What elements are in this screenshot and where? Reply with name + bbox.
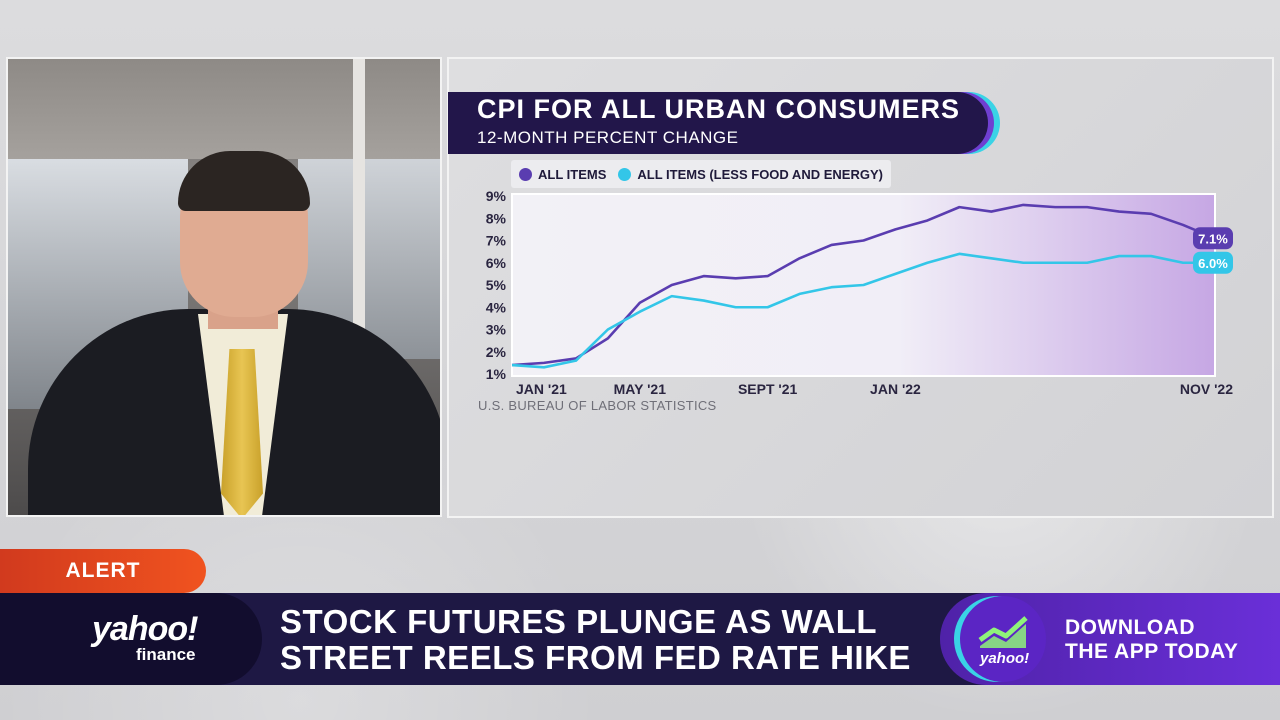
- anchor-tie: [221, 349, 263, 515]
- x-tick-label: NOV '22: [1180, 381, 1233, 397]
- y-tick-label: 7%: [486, 233, 507, 249]
- anchor-hair: [178, 151, 310, 211]
- legend-dot-all-items: [519, 167, 532, 181]
- chart-trend-icon: [978, 616, 1028, 648]
- chart-title-box: [448, 92, 988, 154]
- series-line-1: [511, 252, 1215, 369]
- y-tick-label: 2%: [486, 344, 507, 360]
- anchor-video-feed: [6, 57, 442, 517]
- yahoo-logo: yahoo!: [92, 610, 198, 648]
- legend-dot-core: [618, 167, 632, 181]
- x-tick-label: JAN '21: [516, 381, 567, 397]
- finance-logo-text: finance: [136, 645, 196, 664]
- end-label-1: 6.0%: [1198, 256, 1228, 271]
- legend-label-all-items: ALL ITEMS: [538, 166, 607, 182]
- studio-ceiling: [8, 59, 440, 159]
- cpi-line-chart: 9% 8% 7% 6% 5% 4% 3% 2% 1% JAN '21 MAY '21 SEPT '21…: [486, 190, 1233, 397]
- alert-badge: ALERT: [0, 549, 206, 593]
- app-promo-line-2: THE APP TODAY: [1065, 640, 1239, 663]
- y-tick-label: 1%: [486, 366, 507, 382]
- x-tick-label: MAY '21: [614, 381, 667, 397]
- series-line-0: [511, 203, 1216, 367]
- end-label-badge-0: [1193, 227, 1233, 250]
- y-tick-label: 8%: [486, 210, 507, 226]
- chart-title: CPI FOR ALL URBAN CONSUMERS: [477, 94, 961, 124]
- yahoo-finance-logo-box: [0, 593, 262, 685]
- y-tick-label: 9%: [486, 190, 507, 204]
- legend-item-core: ALL ITEMS (LESS FOOD AND ENERGY): [618, 167, 883, 182]
- y-tick-label: 6%: [486, 255, 507, 271]
- y-tick-label: 5%: [486, 277, 507, 293]
- y-tick-label: 4%: [486, 299, 507, 315]
- x-tick-label: JAN '22: [870, 381, 921, 397]
- chart-legend: ALL ITEMS ALL ITEMS (LESS FOOD AND ENERG…: [511, 160, 891, 188]
- end-label-badge-1: [1193, 251, 1233, 274]
- headline: STOCK FUTURES PLUNGE AS WALL STREET REEL…: [280, 604, 920, 676]
- app-promo-text[interactable]: DOWNLOAD THE APP TODAY: [1065, 616, 1238, 664]
- y-tick-label: 3%: [486, 322, 507, 338]
- app-icon-label: yahoo!: [980, 650, 1030, 667]
- chart-source: U.S. BUREAU OF LABOR STATISTICS: [478, 398, 717, 413]
- end-label-0: 7.1%: [1198, 231, 1228, 246]
- headline-line-1: STOCK FUTURES PLUNGE AS WALL: [280, 603, 878, 640]
- app-promo-line-1: DOWNLOAD: [1065, 616, 1195, 639]
- legend-item-all-items: ALL ITEMS: [519, 167, 606, 182]
- app-icon[interactable]: [960, 596, 1046, 682]
- studio-pillar: [353, 59, 365, 359]
- chart-subtitle: 12-MONTH PERCENT CHANGE: [477, 128, 739, 147]
- x-tick-label: SEPT '21: [738, 381, 798, 397]
- legend-label-core: ALL ITEMS (LESS FOOD AND ENERGY): [637, 166, 883, 182]
- headline-line-2: STREET REELS FROM FED RATE HIKE: [280, 639, 911, 676]
